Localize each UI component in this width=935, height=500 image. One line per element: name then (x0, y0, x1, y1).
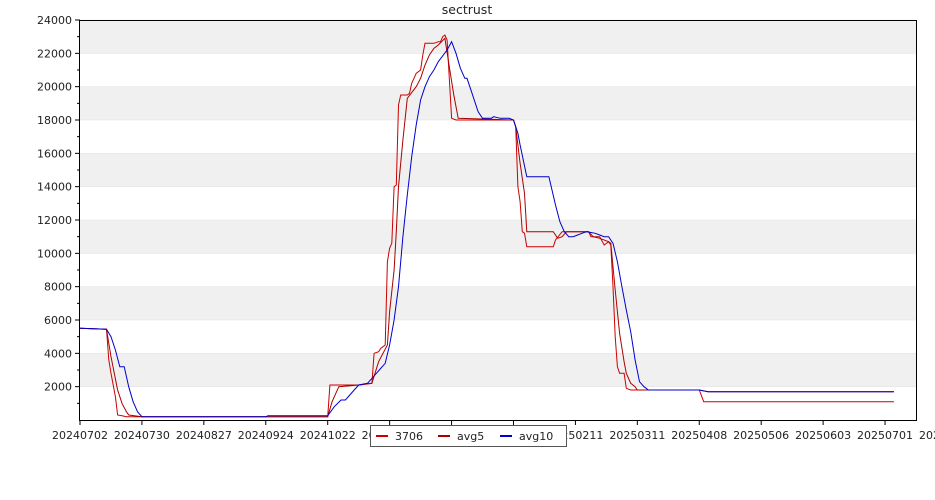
y-tick-label: 14000 (37, 181, 72, 194)
y-tick-label: 6000 (44, 314, 72, 327)
x-tick-label: 20250729 (919, 429, 935, 442)
y-tick-label: 4000 (44, 347, 72, 360)
plot-frame (79, 20, 917, 421)
x-tick-label: 20241022 (300, 429, 356, 442)
grid-band (80, 153, 916, 187)
legend-label: avg5 (457, 430, 484, 443)
y-tick-label: 22000 (37, 47, 72, 60)
grid-band (80, 353, 916, 387)
series-line-avg5 (79, 37, 894, 418)
chart-title: sectrust (442, 2, 493, 17)
grid-band (80, 20, 916, 54)
y-tick-label: 8000 (44, 281, 72, 294)
series-line-3706 (79, 34, 894, 418)
x-tick-label: 20250311 (609, 429, 665, 442)
x-tick-label: 20250408 (671, 429, 727, 442)
y-axis: 2000 4000 6000 8000 10000 12000 14000 16000 1800… (37, 14, 80, 404)
x-tick-label: 20240924 (238, 429, 294, 442)
grid-band (80, 220, 916, 254)
series-group (79, 34, 894, 418)
y-tick-label: 24000 (37, 14, 72, 27)
x-tick-label: 20250506 (733, 429, 789, 442)
y-tick-label: 16000 (37, 147, 72, 160)
x-tick-label: 20240702 (52, 429, 108, 442)
y-tick-label: 10000 (37, 247, 72, 260)
x-tick-label: 20240730 (114, 429, 170, 442)
legend-label: avg10 (519, 430, 553, 443)
x-tick-label: 20250701 (857, 429, 913, 442)
grid-bands (80, 19, 916, 387)
legend-box (370, 425, 567, 447)
x-tick-label: 20250603 (795, 429, 851, 442)
y-tick-label: 20000 (37, 81, 72, 94)
grid-band (80, 286, 916, 320)
grid-band (80, 86, 916, 120)
y-tick-label: 18000 (37, 114, 72, 127)
legend-label: 3706 (395, 430, 423, 443)
y-tick-label: 2000 (44, 381, 72, 394)
series-line-avg10 (79, 40, 894, 418)
legend: 3706 avg5 avg10 (370, 425, 567, 447)
y-tick-label: 12000 (37, 214, 72, 227)
x-tick-label: 20240827 (176, 429, 232, 442)
